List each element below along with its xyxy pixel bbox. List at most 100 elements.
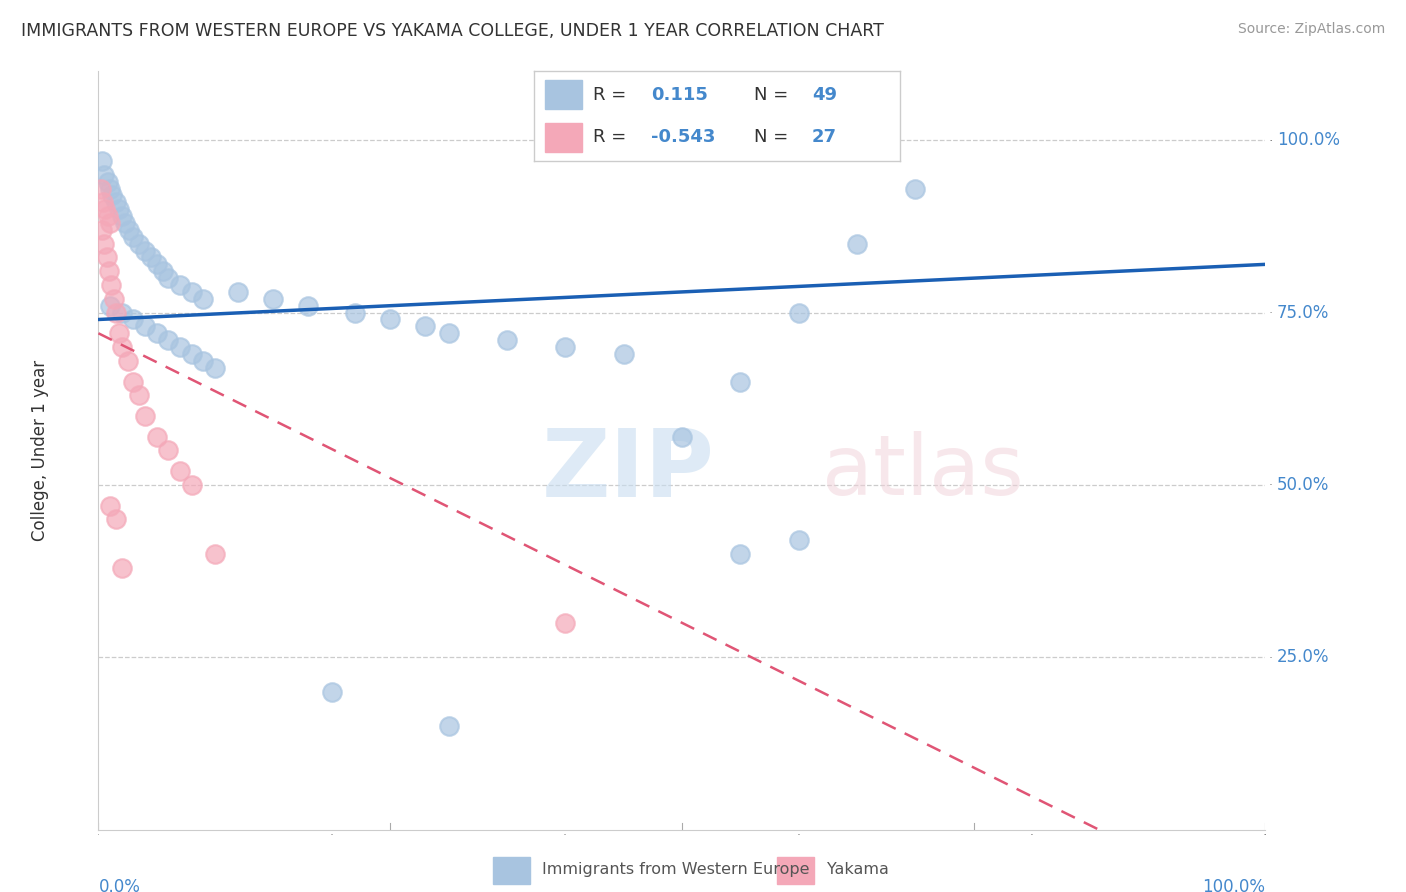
Text: R =: R = xyxy=(593,128,626,146)
Point xyxy=(98,499,121,513)
Point xyxy=(111,305,134,319)
Point xyxy=(204,360,226,375)
Point xyxy=(612,347,634,361)
Point xyxy=(344,305,367,319)
Point xyxy=(554,615,576,630)
Point xyxy=(169,340,191,354)
Point xyxy=(904,181,927,195)
Text: Yakama: Yakama xyxy=(827,863,889,877)
Text: 100.0%: 100.0% xyxy=(1202,878,1265,892)
Point xyxy=(180,347,202,361)
Point xyxy=(146,257,169,271)
Text: 0.115: 0.115 xyxy=(651,86,709,103)
Point xyxy=(111,560,134,574)
Point xyxy=(128,388,150,402)
Point xyxy=(204,547,226,561)
Point xyxy=(157,443,180,458)
Point xyxy=(169,464,191,478)
Point xyxy=(93,236,115,251)
Point xyxy=(108,326,131,341)
Point xyxy=(111,340,134,354)
Point xyxy=(193,354,215,368)
Point xyxy=(139,251,162,265)
Point xyxy=(122,312,145,326)
Point xyxy=(91,195,114,210)
Text: 27: 27 xyxy=(813,128,837,146)
Point xyxy=(97,264,120,278)
Point xyxy=(730,375,752,389)
Bar xyxy=(492,857,530,884)
Point xyxy=(787,305,810,319)
Bar xyxy=(546,123,582,152)
Text: ZIP: ZIP xyxy=(541,425,714,517)
Point xyxy=(104,305,127,319)
Point xyxy=(97,175,120,189)
Text: 0.0%: 0.0% xyxy=(98,878,141,892)
Point xyxy=(437,719,460,733)
Text: -0.543: -0.543 xyxy=(651,128,716,146)
Point xyxy=(180,285,202,299)
Point xyxy=(97,209,120,223)
Point xyxy=(90,223,112,237)
Point xyxy=(134,319,156,334)
Text: Immigrants from Western Europe: Immigrants from Western Europe xyxy=(543,863,810,877)
Point xyxy=(146,430,169,444)
Point xyxy=(787,533,810,547)
Point xyxy=(101,188,124,202)
Point xyxy=(104,512,127,526)
Point xyxy=(93,168,115,182)
Point xyxy=(104,195,127,210)
Point xyxy=(846,236,869,251)
Point xyxy=(180,478,202,492)
Point xyxy=(122,229,145,244)
Text: 49: 49 xyxy=(813,86,837,103)
Text: N =: N = xyxy=(754,128,787,146)
Point xyxy=(496,333,519,347)
Point xyxy=(98,299,121,313)
Point xyxy=(554,340,576,354)
Point xyxy=(321,684,343,698)
Point xyxy=(380,312,402,326)
Point xyxy=(262,292,284,306)
Text: 100.0%: 100.0% xyxy=(1277,131,1340,149)
Text: IMMIGRANTS FROM WESTERN EUROPE VS YAKAMA COLLEGE, UNDER 1 YEAR CORRELATION CHART: IMMIGRANTS FROM WESTERN EUROPE VS YAKAMA… xyxy=(21,22,884,40)
Point xyxy=(90,181,112,195)
Point xyxy=(94,202,117,217)
Point xyxy=(157,271,180,285)
Point xyxy=(297,299,319,313)
Point xyxy=(152,264,174,278)
Text: R =: R = xyxy=(593,86,626,103)
Point xyxy=(169,278,191,293)
Point xyxy=(103,292,125,306)
Point xyxy=(134,409,156,423)
Text: N =: N = xyxy=(754,86,787,103)
Point xyxy=(114,216,136,230)
Point xyxy=(413,319,436,334)
Point xyxy=(98,181,121,195)
Text: College, Under 1 year: College, Under 1 year xyxy=(31,359,49,541)
Point xyxy=(90,153,112,168)
Bar xyxy=(546,80,582,109)
Point xyxy=(96,251,118,265)
Text: 75.0%: 75.0% xyxy=(1277,303,1330,322)
Point xyxy=(118,223,141,237)
Text: Source: ZipAtlas.com: Source: ZipAtlas.com xyxy=(1237,22,1385,37)
Point xyxy=(157,333,180,347)
Point xyxy=(128,236,150,251)
Point xyxy=(100,278,122,293)
Point xyxy=(122,375,145,389)
Point xyxy=(134,244,156,258)
Point xyxy=(117,354,139,368)
Point xyxy=(228,285,250,299)
Point xyxy=(146,326,169,341)
Text: 50.0%: 50.0% xyxy=(1277,476,1330,494)
Point xyxy=(108,202,131,217)
Bar xyxy=(778,857,814,884)
Point xyxy=(98,216,121,230)
Point xyxy=(437,326,460,341)
Point xyxy=(111,209,134,223)
Point xyxy=(730,547,752,561)
Point xyxy=(193,292,215,306)
Point xyxy=(671,430,693,444)
Text: 25.0%: 25.0% xyxy=(1277,648,1330,666)
